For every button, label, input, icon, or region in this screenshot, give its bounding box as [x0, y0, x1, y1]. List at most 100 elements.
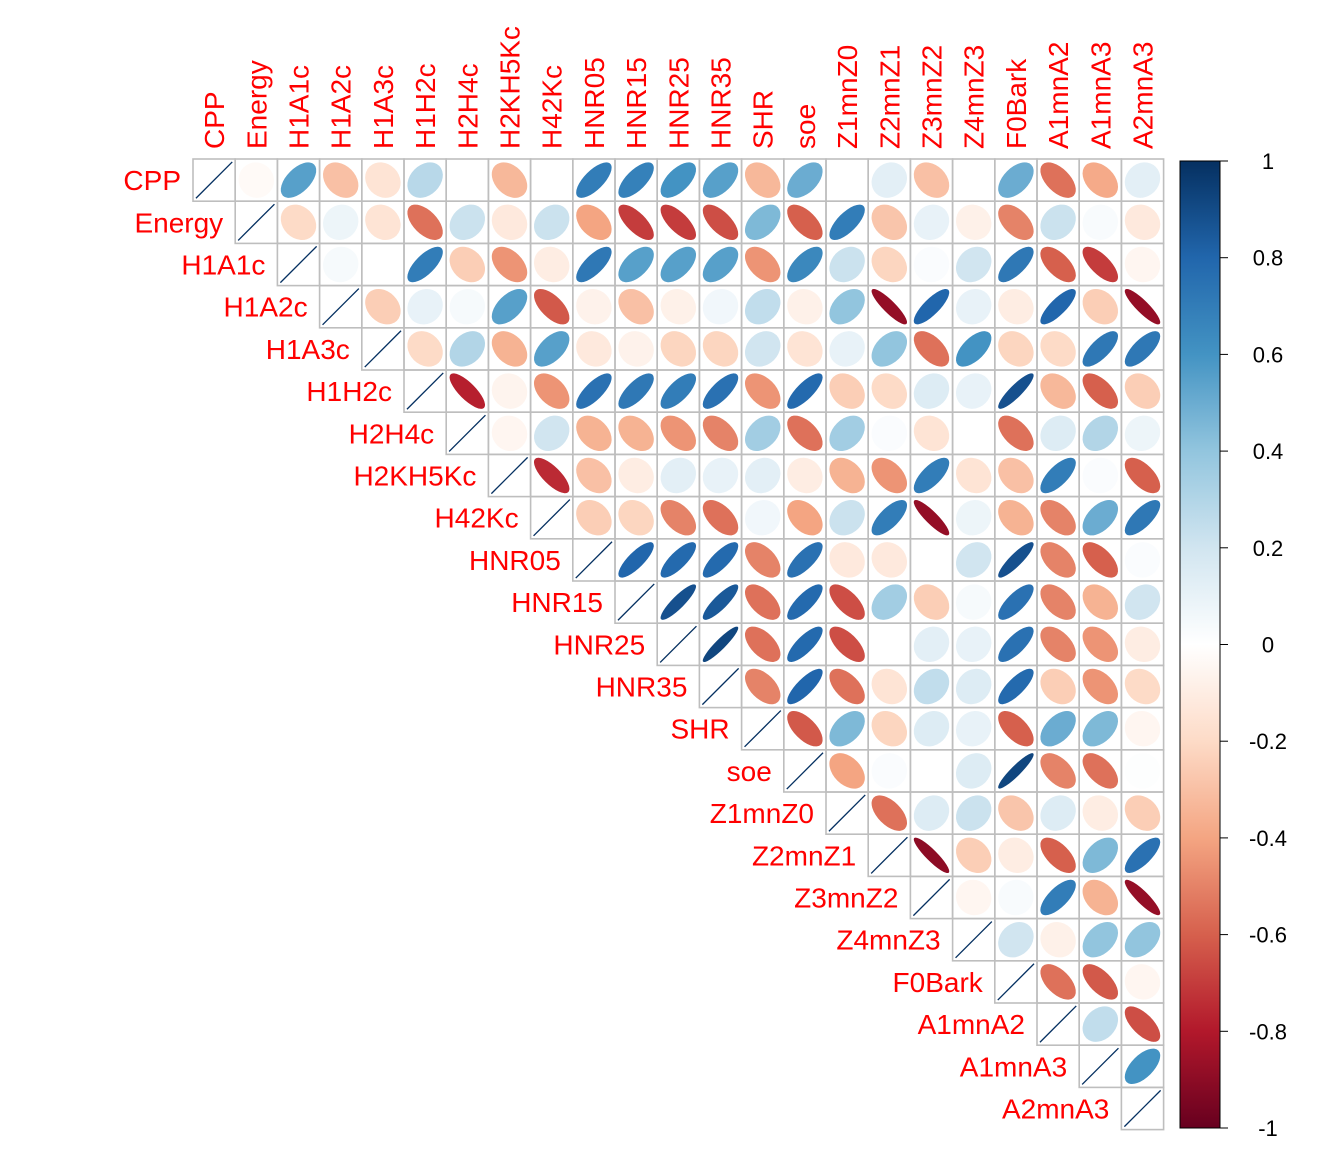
colorbar-tick-label: 0.2: [1253, 536, 1284, 561]
row-label-z4mnz3: Z4mnZ3: [836, 925, 940, 956]
col-label-z1mnz0: Z1mnZ0: [832, 45, 863, 149]
cell-h1a2c-hnr35: [702, 288, 739, 325]
cell-h2kh5kc-shr: [744, 457, 781, 494]
cell-cpp-z4mnz3: [955, 162, 992, 198]
cell-z2mnz1-z4mnz3: [955, 837, 992, 874]
cell-hnr05-hnr05: [575, 541, 613, 579]
cell-h42kc-z4mnz3: [955, 499, 992, 536]
col-label-soe: soe: [790, 104, 821, 149]
cell-energy-h1h2c: [407, 204, 443, 241]
cell-hnr25-a1mna2: [1040, 626, 1076, 663]
col-label-hnr35: HNR35: [706, 57, 737, 149]
cell-h2h4c-hnr25: [660, 415, 697, 452]
row-label-a1mna2: A1mnA2: [918, 1009, 1025, 1040]
cell-h1a2c-z4mnz3: [955, 288, 992, 325]
cell-h1h2c-h2kh5kc: [491, 373, 528, 409]
colorbar-gradient: [1179, 160, 1221, 1129]
cell-z3mnz2-z4mnz3: [955, 879, 992, 916]
row-label-h1a3c: H1A3c: [266, 334, 350, 365]
cell-h1a2c-z2mnz1: [871, 288, 908, 325]
cell-z2mnz1-a1mna3: [1082, 837, 1119, 874]
cell-hnr25-a1mna3: [1082, 626, 1119, 663]
cell-h1a1c-hnr35: [702, 246, 739, 283]
cell-a2mna3-a2mna3: [1123, 1089, 1162, 1128]
cell-cpp-z1mnz0: [829, 162, 865, 198]
row-label-hnr15: HNR15: [511, 587, 603, 618]
cell-cpp-hnr05: [576, 162, 612, 198]
cell-h1a3c-soe: [787, 331, 823, 367]
col-label-a2mna3: A2mnA3: [1128, 42, 1159, 149]
cell-h1a2c-z3mnz2: [913, 288, 950, 325]
cell-h2h4c-a1mna3: [1082, 415, 1119, 452]
cell-h1a3c-h2kh5kc: [491, 331, 528, 367]
cell-hnr25-z3mnz2: [913, 626, 950, 663]
cell-shr-shr: [744, 710, 782, 748]
row-label-energy: Energy: [134, 207, 223, 238]
colorbar-tick-label: -1: [1258, 1116, 1278, 1141]
cell-hnr15-a1mna3: [1082, 584, 1119, 620]
row-label-h2kh5kc: H2KH5Kc: [353, 461, 476, 492]
cell-h2kh5kc-z2mnz1: [871, 457, 908, 494]
cell-hnr05-f0bark: [998, 542, 1034, 578]
col-label-h42kc: H42Kc: [537, 65, 568, 149]
cell-z1mnz0-z3mnz2: [913, 795, 950, 831]
cell-h2h4c-h2h4c: [448, 414, 486, 452]
cell-h2kh5kc-a2mna3: [1124, 457, 1161, 494]
cell-hnr25-z4mnz3: [955, 626, 992, 663]
cell-soe-z1mnz0: [829, 753, 865, 789]
col-label-f0bark: F0Bark: [1001, 58, 1032, 149]
cell-hnr35-z4mnz3: [955, 668, 992, 705]
col-label-cpp: CPP: [199, 91, 230, 149]
cell-energy-z2mnz1: [871, 204, 908, 241]
cell-z2mnz1-z2mnz1: [870, 836, 908, 874]
cell-soe-f0bark: [998, 753, 1034, 789]
cell-h1h2c-shr: [744, 373, 781, 409]
cell-h42kc-a1mna3: [1082, 499, 1119, 536]
cell-hnr25-z2mnz1: [871, 626, 908, 663]
colorbar-tick-label: -0.6: [1249, 923, 1287, 948]
cell-h1a3c-hnr05: [576, 331, 612, 367]
cell-hnr05-z3mnz2: [913, 542, 950, 578]
cell-energy-shr: [744, 204, 781, 241]
cell-h42kc-z2mnz1: [871, 499, 908, 536]
row-label-h2h4c: H2H4c: [349, 418, 435, 449]
cell-h1a3c-f0bark: [998, 331, 1034, 367]
col-label-a1mna3: A1mnA3: [1085, 42, 1116, 149]
cell-h2kh5kc-hnr05: [576, 457, 612, 494]
cell-hnr35-z3mnz2: [913, 668, 950, 705]
cell-soe-z3mnz2: [913, 753, 950, 789]
cell-h1a2c-h2kh5kc: [491, 288, 528, 325]
cell-h1a2c-f0bark: [998, 288, 1034, 325]
cell-energy-f0bark: [998, 204, 1034, 241]
row-label-shr: SHR: [670, 714, 729, 745]
cell-hnr05-hnr25: [660, 542, 697, 578]
cell-h1a1c-z2mnz1: [871, 246, 908, 283]
row-label-h42kc: H42Kc: [435, 503, 519, 534]
cell-h42kc-shr: [744, 499, 781, 536]
row-label-f0bark: F0Bark: [893, 967, 984, 998]
cell-energy-soe: [787, 204, 823, 241]
cell-h1a1c-a1mna3: [1082, 246, 1119, 283]
cell-h2h4c-z3mnz2: [913, 415, 950, 452]
cell-hnr05-hnr35: [702, 542, 739, 578]
cell-h2h4c-h2kh5kc: [491, 415, 528, 452]
row-label-h1h2c: H1H2c: [306, 376, 392, 407]
cell-h1a3c-shr: [744, 331, 781, 367]
cell-shr-a1mna3: [1082, 710, 1119, 747]
cell-energy-h1a1c: [280, 204, 317, 241]
cell-h42kc-hnr15: [618, 499, 654, 536]
cell-h1a1c-soe: [787, 246, 823, 283]
cell-cpp-h1a1c: [280, 162, 317, 198]
cell-soe-z2mnz1: [871, 753, 908, 789]
cell-z4mnz3-a2mna3: [1124, 921, 1161, 958]
colorbar-tick-label: 0: [1262, 633, 1274, 658]
cell-h1h2c-a2mna3: [1124, 373, 1161, 409]
cell-h2kh5kc-hnr35: [702, 457, 739, 494]
cell-z3mnz2-f0bark: [998, 879, 1034, 916]
cell-hnr05-soe: [787, 542, 823, 578]
cell-h1a1c-h1h2c: [407, 246, 443, 283]
cell-h1a1c-z3mnz2: [913, 246, 950, 283]
cell-h1a3c-a1mna2: [1040, 331, 1076, 367]
cell-h2kh5kc-h2kh5kc: [490, 456, 529, 495]
cell-hnr15-z2mnz1: [871, 584, 908, 620]
